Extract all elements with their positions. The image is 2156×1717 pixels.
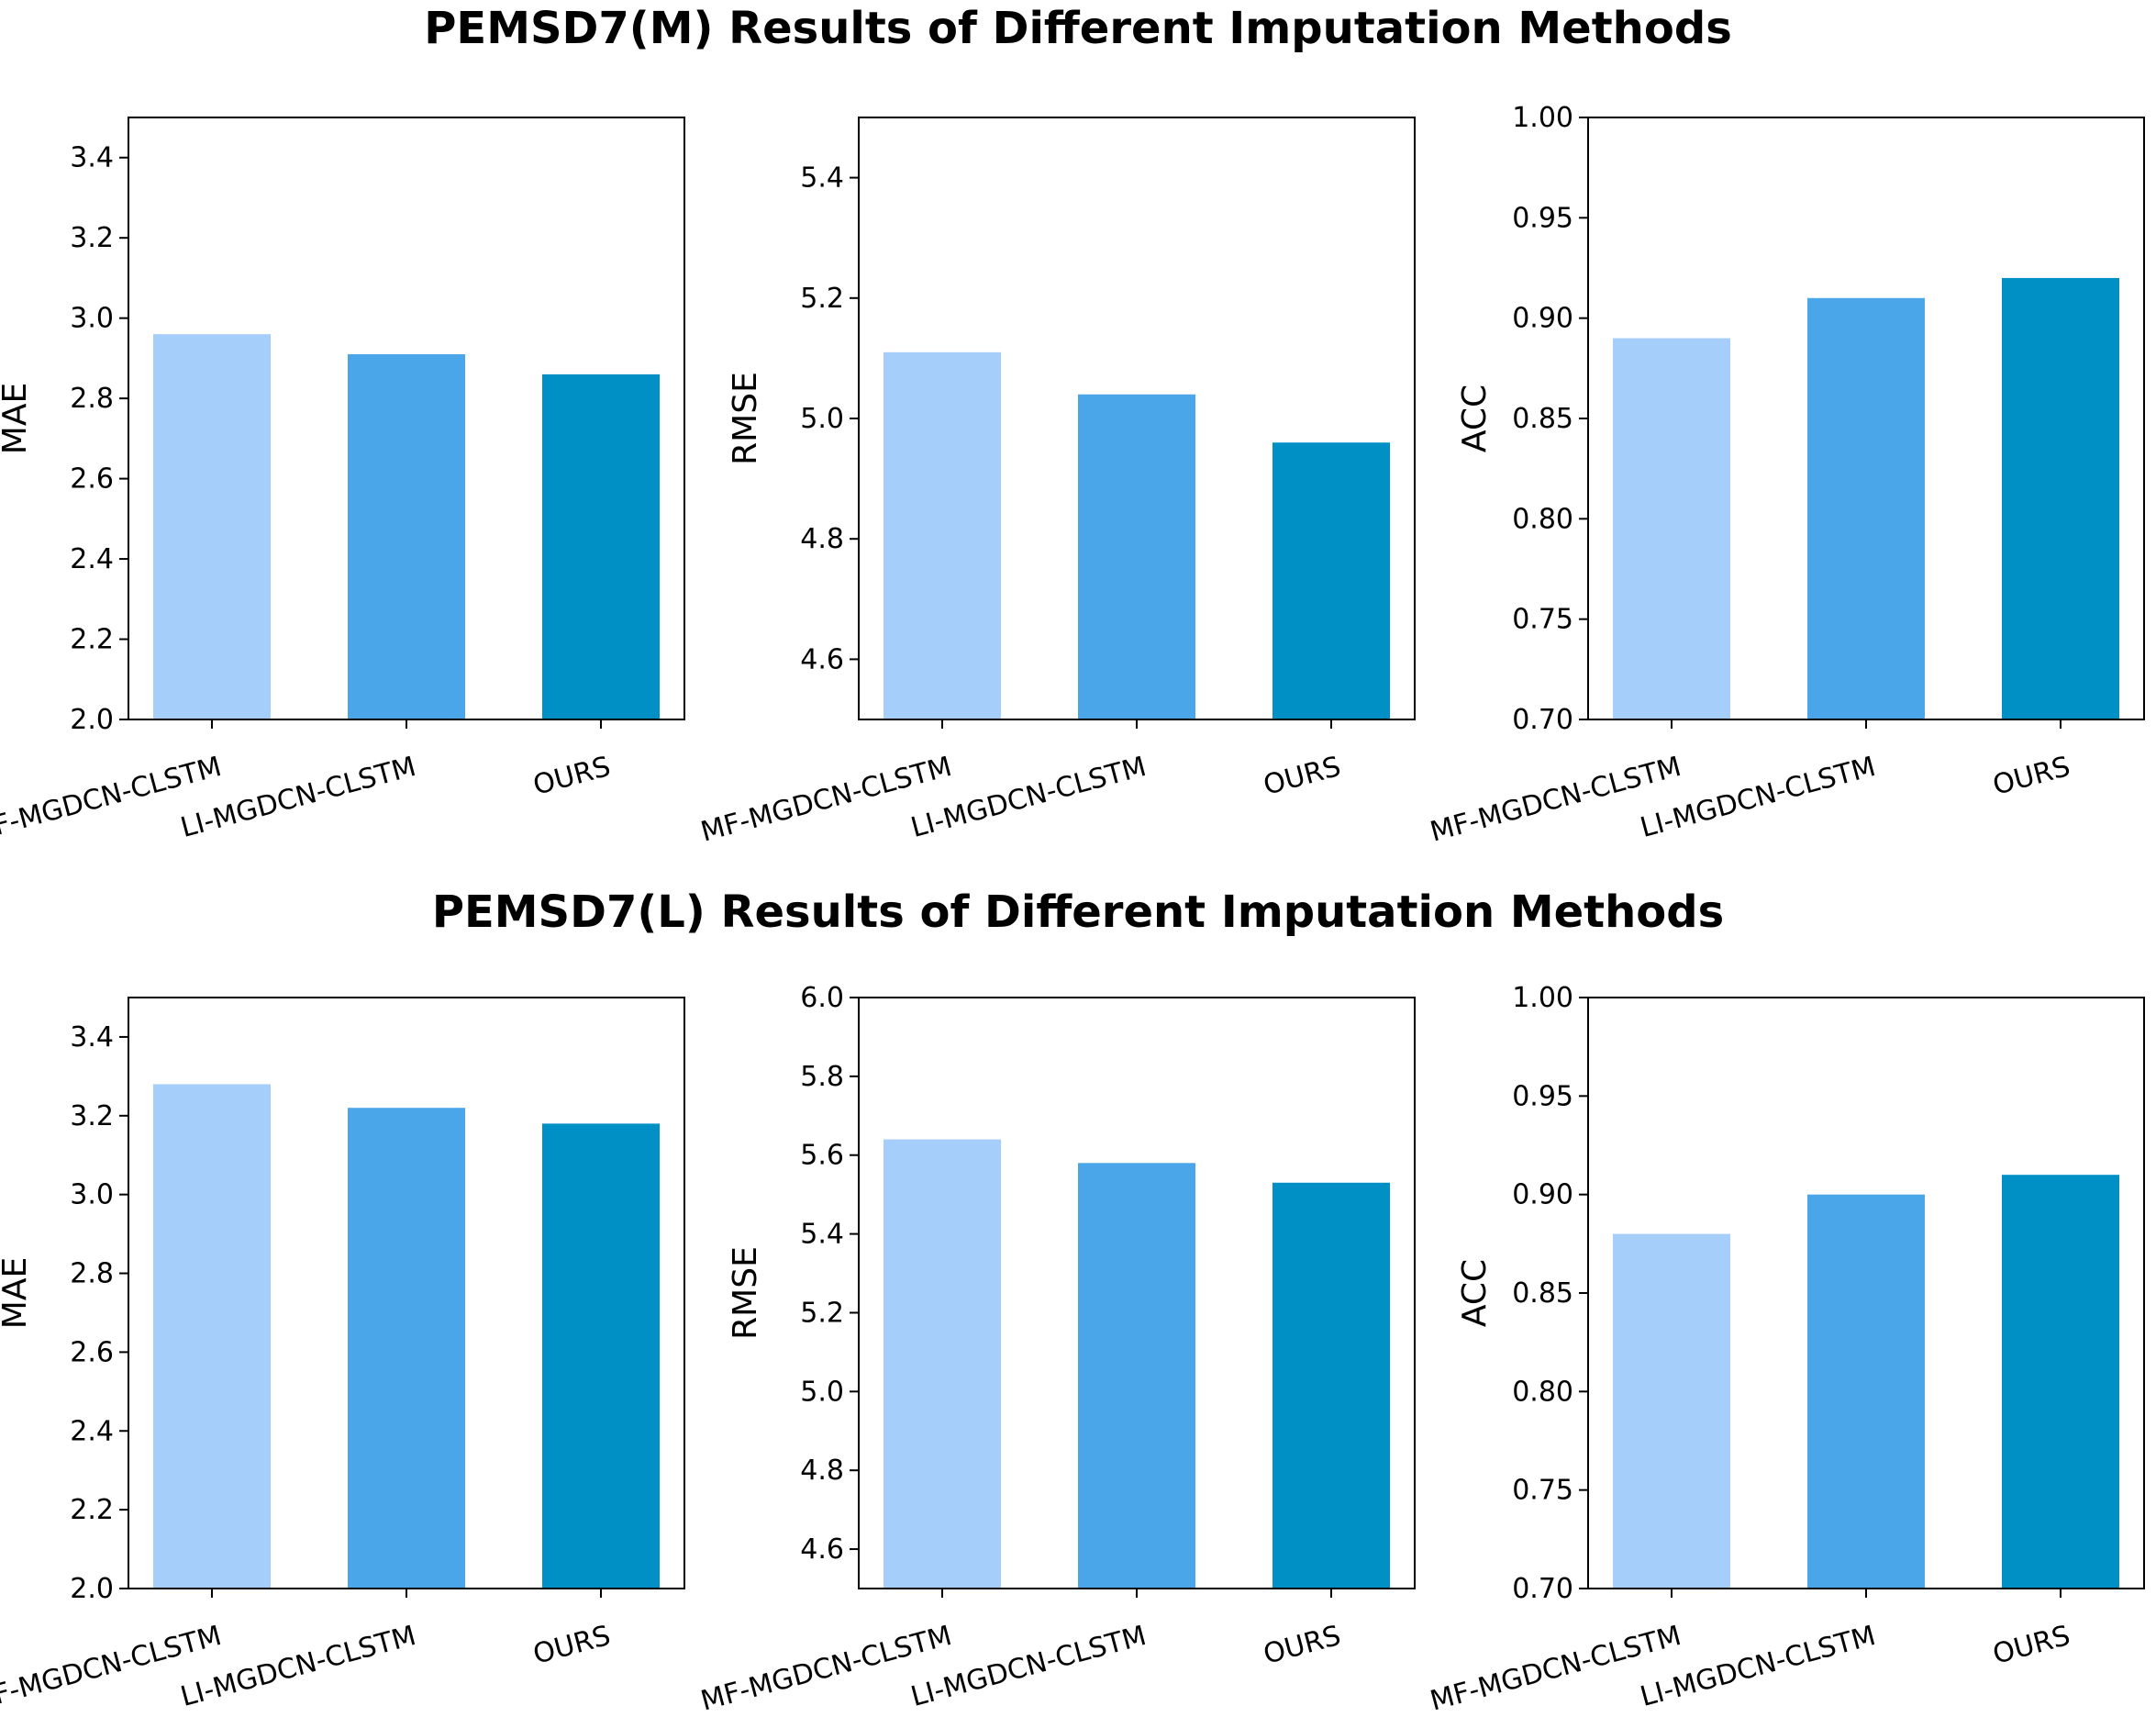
chart-6-ytick-label-3: 0.80	[1512, 1376, 1573, 1408]
row-title-pemsd7l: PEMSD7(L) Results of Different Imputatio…	[431, 886, 1725, 938]
chart-1-bar-2	[348, 354, 465, 719]
chart-3-bar-2	[1807, 297, 1925, 719]
chart-1-ytick-label-6: 3.0	[70, 303, 114, 335]
chart-1-ytick-label-5: 2.8	[70, 383, 114, 415]
chart-1-ytick-label-4: 2.6	[70, 463, 114, 496]
chart-5-bar-1	[884, 1139, 1001, 1589]
chart-5-bar-3	[1272, 1182, 1390, 1589]
chart-6-ytick-label-2: 0.75	[1512, 1475, 1573, 1507]
chart-3-bar-3	[2002, 277, 2119, 719]
chart-5-ylabel: RMSE	[727, 1246, 764, 1340]
chart-6-ytick-label-7: 1.00	[1512, 982, 1573, 1014]
chart-6-xtick-label-3: OURS	[1989, 1620, 2073, 1671]
chart-4-ytick-label-2: 2.2	[70, 1494, 114, 1526]
chart-4-bar-1	[153, 1084, 271, 1589]
chart-1-xtick-label-3: OURS	[529, 751, 614, 802]
chart-5-ytick-label-4: 5.2	[800, 1297, 844, 1329]
chart-5-xtick-label-3: OURS	[1260, 1620, 1344, 1671]
chart-5-ytick-label-1: 4.6	[800, 1533, 844, 1566]
chart-3-ytick-label-7: 1.00	[1512, 102, 1573, 134]
row-title-pemsd7m: PEMSD7(M) Results of Different Imputatio…	[424, 3, 1732, 54]
chart-2-bar-3	[1272, 442, 1390, 719]
chart-3-ytick-label-4: 0.85	[1512, 403, 1573, 435]
chart-3-ytick-label-6: 0.95	[1512, 202, 1573, 234]
chart-4-ytick-label-4: 2.6	[70, 1336, 114, 1368]
chart-2-ytick-label-3: 5.0	[800, 403, 844, 435]
chart-5-ytick-label-8: 6.0	[800, 982, 844, 1014]
chart-4-ytick-label-3: 2.4	[70, 1415, 114, 1447]
chart-2-ylabel: RMSE	[727, 372, 764, 465]
chart-6-ytick-label-1: 0.70	[1512, 1573, 1573, 1605]
chart-5-ytick-label-2: 4.8	[800, 1455, 844, 1487]
chart-4-ylabel: MAE	[0, 1257, 34, 1329]
chart-6-bar-1	[1613, 1233, 1730, 1589]
chart-1-ytick-label-3: 2.4	[70, 543, 114, 575]
chart-2-ytick-label-4: 5.2	[800, 283, 844, 315]
chart-5-ytick-label-6: 5.6	[800, 1140, 844, 1172]
chart-4-ytick-label-1: 2.0	[70, 1573, 114, 1605]
chart-3-ytick-label-5: 0.90	[1512, 303, 1573, 335]
chart-3-bar-1	[1613, 338, 1730, 719]
chart-1-ytick-label-2: 2.2	[70, 624, 114, 656]
chart-4-ytick-label-8: 3.4	[70, 1021, 114, 1054]
chart-2-bar-2	[1078, 394, 1195, 719]
chart-4-bar-2	[348, 1108, 465, 1589]
chart-1-ylabel: MAE	[0, 383, 34, 454]
chart-6-ytick-label-5: 0.90	[1512, 1179, 1573, 1211]
chart-3-ylabel: ACC	[1456, 385, 1494, 452]
chart-1-ytick-label-8: 3.4	[70, 142, 114, 174]
chart-3-xtick-label-3: OURS	[1989, 751, 2073, 802]
chart-1-ytick-label-7: 3.2	[70, 222, 114, 254]
chart-4-ytick-label-5: 2.8	[70, 1258, 114, 1290]
chart-1-ytick-label-1: 2.0	[70, 704, 114, 736]
chart-5-ytick-label-7: 5.8	[800, 1061, 844, 1093]
chart-6-bar-3	[2002, 1175, 2119, 1589]
chart-5-bar-2	[1078, 1163, 1195, 1589]
chart-6-bar-2	[1807, 1194, 1925, 1589]
chart-4-ytick-label-6: 3.0	[70, 1179, 114, 1211]
chart-5-ytick-label-5: 5.4	[800, 1219, 844, 1251]
chart-2-ytick-label-1: 4.6	[800, 643, 844, 675]
chart-2-xtick-label-3: OURS	[1260, 751, 1344, 802]
chart-2-ytick-label-5: 5.4	[800, 162, 844, 195]
chart-6-ytick-label-6: 0.95	[1512, 1080, 1573, 1112]
chart-3-ytick-label-1: 0.70	[1512, 704, 1573, 736]
chart-2-bar-1	[884, 351, 1001, 719]
chart-6-ytick-label-4: 0.85	[1512, 1277, 1573, 1310]
chart-4-ytick-label-7: 3.2	[70, 1100, 114, 1132]
chart-1-bar-3	[542, 374, 660, 719]
chart-3-ytick-label-3: 0.80	[1512, 503, 1573, 535]
chart-6-ylabel: ACC	[1456, 1259, 1494, 1327]
chart-4-xtick-label-3: OURS	[529, 1620, 614, 1671]
chart-5-ytick-label-3: 5.0	[800, 1376, 844, 1408]
chart-4-bar-3	[542, 1123, 660, 1589]
chart-1-bar-1	[153, 334, 271, 719]
chart-3-ytick-label-2: 0.75	[1512, 604, 1573, 636]
chart-2-ytick-label-2: 4.8	[800, 523, 844, 555]
